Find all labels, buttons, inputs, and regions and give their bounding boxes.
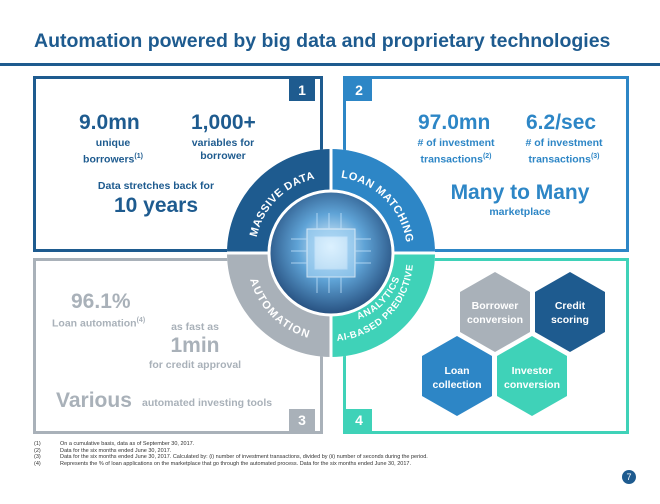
approval-time-value: 1min <box>170 334 220 357</box>
footnote-2: (2) Data for the six months ended June 30… <box>34 447 172 454</box>
svg-text:Investor: Investor <box>512 365 553 377</box>
investment-transactions-label: # of investment transactions(2) <box>417 137 495 166</box>
panel-number-2: 2 <box>346 79 372 101</box>
investing-tools-label: automated investing tools <box>142 397 273 409</box>
svg-text:Borrower: Borrower <box>472 300 519 312</box>
panel-number-1: 1 <box>289 79 315 101</box>
data-history-label: Data stretches back for <box>97 180 215 192</box>
page-number: 7 <box>622 470 636 484</box>
title-rule <box>0 63 660 66</box>
footnote-1: (1) On a cumulative basis, data as of Sep… <box>34 441 195 447</box>
panel-number-3: 3 <box>289 409 315 431</box>
variables-label: variables for borrower <box>191 137 255 162</box>
footnote-4: (4) Represents the % of loan applications… <box>34 461 411 468</box>
svg-text:Credit: Credit <box>555 300 586 312</box>
svg-text:conversion: conversion <box>467 314 523 326</box>
svg-text:Loan: Loan <box>444 365 469 377</box>
fast-as-label: as fast as <box>171 321 219 333</box>
variables-value: 1,000+ <box>191 111 256 134</box>
unique-borrowers-label: unique borrowers(1) <box>83 137 143 166</box>
credit-approval-label: for credit approval <box>148 359 242 371</box>
svg-text:scoring: scoring <box>551 314 589 326</box>
svg-text:collection: collection <box>432 379 481 391</box>
unique-borrowers-value: 9.0mn <box>79 111 140 134</box>
footnote-3: (3) Data for the six months ended June 30… <box>34 454 428 461</box>
investment-transactions-value: 97.0mn <box>418 111 491 134</box>
marketplace-label: marketplace <box>489 206 551 218</box>
panel-number-4: 4 <box>346 409 372 431</box>
data-history-value: 10 years <box>113 194 199 217</box>
analytics-hexagons: Borrower conversion Credit scoring Loan … <box>422 272 605 416</box>
hex-credit-scoring: Credit scoring <box>535 272 605 352</box>
loan-automation-label: Loan automation(4) <box>52 317 146 330</box>
loan-automation-value: 96.1% <box>71 290 131 313</box>
hex-investor-conversion: Investor conversion <box>497 336 567 416</box>
various-value: Various <box>56 389 132 412</box>
transactions-per-sec-label: # of investment transactions(3) <box>525 137 603 166</box>
hex-borrower-conversion: Borrower conversion <box>460 272 530 352</box>
many-to-many-headline: Many to Many <box>450 181 590 204</box>
page-title: Automation powered by big data and propr… <box>34 30 611 52</box>
svg-text:conversion: conversion <box>504 379 560 391</box>
transactions-per-sec-value: 6.2/sec <box>526 111 597 134</box>
footnotes: (1) On a cumulative basis, data as of Sep… <box>34 441 428 468</box>
hex-loan-collection: Loan collection <box>422 336 492 416</box>
technology-wheel: MASSIVE DATA LOAN MATCHING AUTOMATION AI… <box>227 149 435 357</box>
